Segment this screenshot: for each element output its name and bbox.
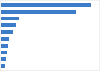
Bar — [1, 64, 5, 68]
Bar — [1, 51, 7, 54]
Bar — [1, 10, 76, 13]
Bar — [1, 23, 16, 27]
Bar — [1, 58, 6, 61]
Bar — [1, 37, 9, 41]
Bar — [1, 3, 91, 7]
Bar — [1, 17, 18, 20]
Bar — [1, 44, 8, 48]
Bar — [1, 30, 13, 34]
